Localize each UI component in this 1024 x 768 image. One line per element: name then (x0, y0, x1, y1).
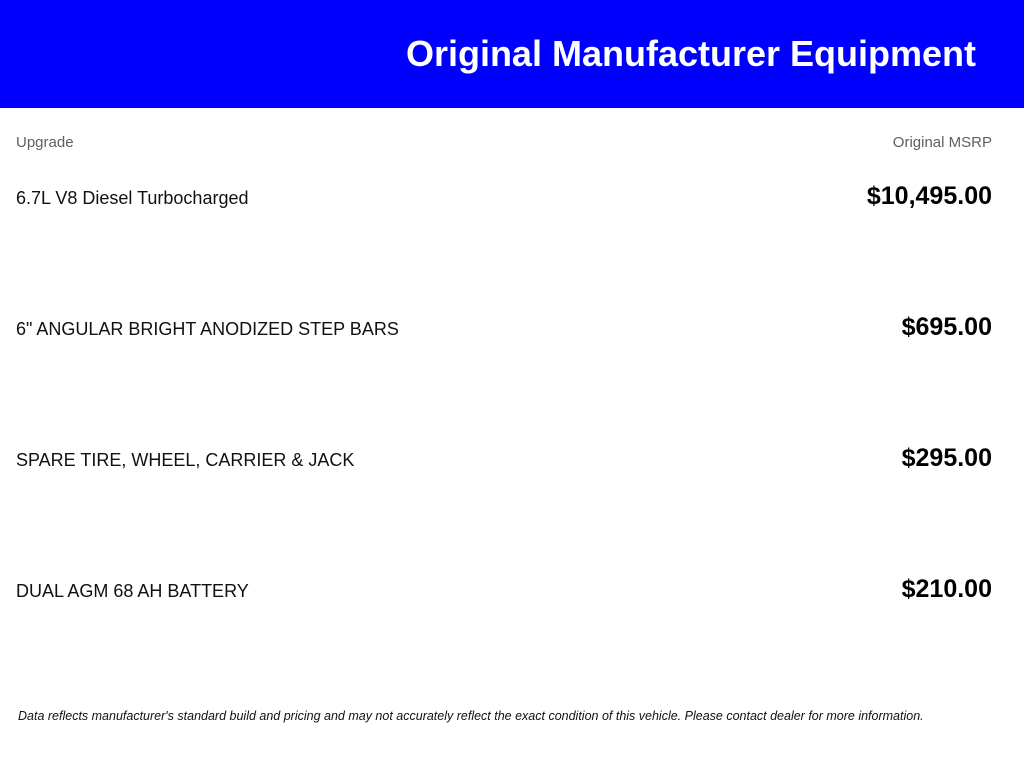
equipment-price: $695.00 (901, 312, 992, 341)
equipment-name: DUAL AGM 68 AH BATTERY (16, 580, 249, 601)
table-column-headers: Upgrade Original MSRP (16, 108, 992, 160)
equipment-name: 6" ANGULAR BRIGHT ANODIZED STEP BARS (16, 318, 399, 339)
disclaimer-text: Data reflects manufacturer's standard bu… (18, 708, 924, 723)
equipment-price: $295.00 (901, 443, 992, 472)
column-header-original-msrp: Original MSRP (892, 133, 992, 151)
equipment-price: $210.00 (901, 574, 992, 603)
equipment-name: SPARE TIRE, WHEEL, CARRIER & JACK (16, 449, 355, 470)
equipment-price: $10,495.00 (866, 181, 992, 210)
table-row: 6" ANGULAR BRIGHT ANODIZED STEP BARS $69… (16, 312, 992, 446)
table-row: SPARE TIRE, WHEEL, CARRIER & JACK $295.0… (16, 443, 992, 577)
equipment-row-list: 6.7L V8 Diesel Turbocharged $10,495.00 6… (16, 181, 992, 708)
equipment-name: 6.7L V8 Diesel Turbocharged (16, 187, 249, 208)
page-header-banner: Original Manufacturer Equipment (0, 0, 1024, 108)
table-row: DUAL AGM 68 AH BATTERY $210.00 (16, 574, 992, 708)
table-row: 6.7L V8 Diesel Turbocharged $10,495.00 (16, 181, 992, 315)
column-header-upgrade: Upgrade (16, 133, 74, 151)
equipment-table: Upgrade Original MSRP 6.7L V8 Diesel Tur… (0, 108, 1024, 708)
page-title: Original Manufacturer Equipment (405, 33, 976, 75)
